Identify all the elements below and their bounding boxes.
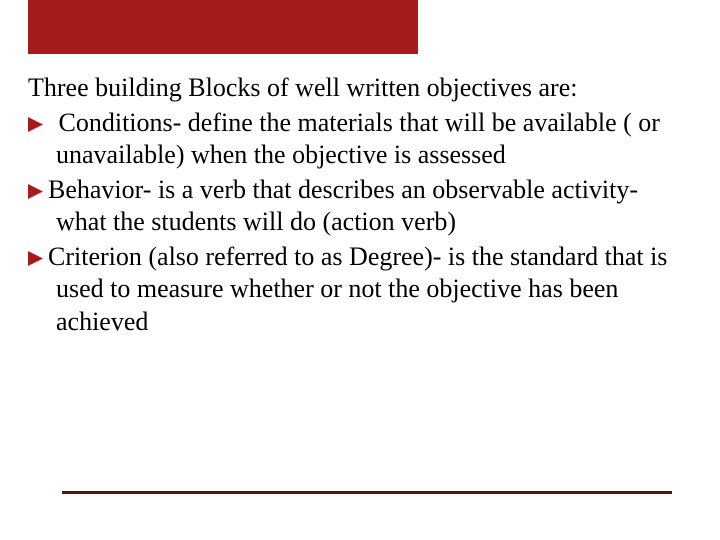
- bullet-text: Behavior- is a verb that describes an ob…: [48, 175, 638, 237]
- bullet-arrow-icon: [28, 107, 52, 140]
- intro-line: Three building Blocks of well written ob…: [28, 72, 686, 105]
- bullet-text: Criterion (also referred to as Degree)- …: [48, 242, 667, 336]
- bullet-text: Conditions- define the materials that wi…: [52, 108, 660, 170]
- bullet-item: Behavior- is a verb that describes an ob…: [28, 174, 686, 239]
- body-text-block: Three building Blocks of well written ob…: [28, 72, 686, 340]
- bullet-arrow-icon: [28, 174, 48, 207]
- header-accent-bar: [28, 0, 418, 54]
- bullet-item: Criterion (also referred to as Degree)- …: [28, 241, 686, 339]
- bullet-arrow-icon: [28, 241, 48, 274]
- bullet-item: Conditions- define the materials that wi…: [28, 107, 686, 172]
- footer-rule: [62, 491, 672, 494]
- slide: Three building Blocks of well written ob…: [0, 0, 720, 540]
